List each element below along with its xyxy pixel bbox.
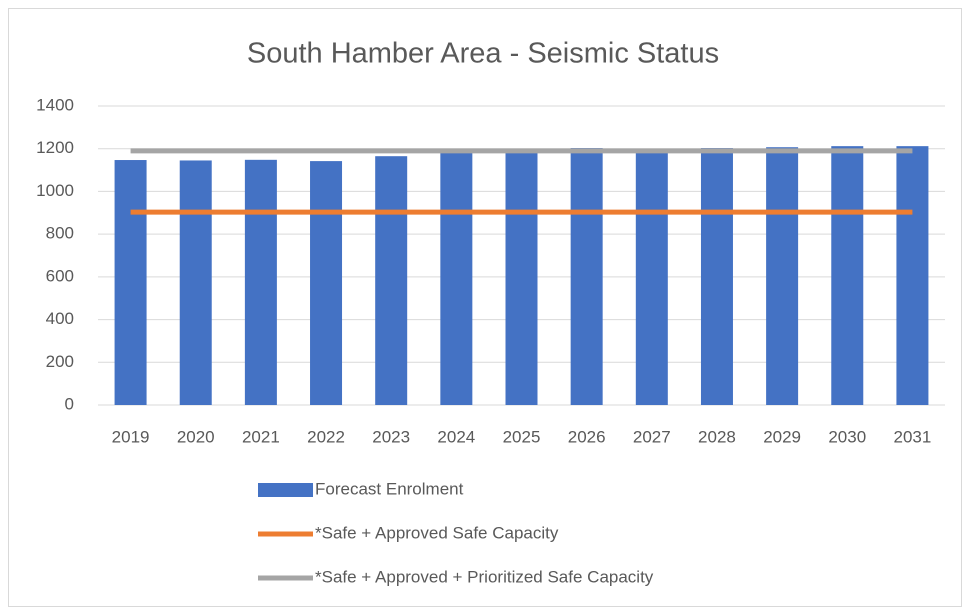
x-tick-label: 2026 <box>568 427 606 446</box>
bar <box>570 148 603 405</box>
bar <box>310 161 343 405</box>
bar <box>766 147 799 405</box>
bar <box>831 146 864 405</box>
bar <box>440 152 473 405</box>
y-tick-label: 1200 <box>36 138 74 157</box>
x-tick-label: 2030 <box>828 427 866 446</box>
x-tick-label: 2020 <box>177 427 215 446</box>
y-tick-label: 400 <box>46 309 74 328</box>
y-tick-label: 600 <box>46 266 74 285</box>
bar <box>179 160 212 405</box>
y-tick-label: 1400 <box>36 95 74 114</box>
y-tick-label: 1000 <box>36 181 74 200</box>
bar <box>896 146 929 405</box>
x-tick-label: 2019 <box>112 427 150 446</box>
x-tick-label: 2025 <box>503 427 541 446</box>
x-tick-label: 2027 <box>633 427 671 446</box>
legend-label: Forecast Enrolment <box>315 479 464 498</box>
bar <box>700 148 733 405</box>
y-tick-label: 0 <box>65 394 74 413</box>
y-tick-label: 200 <box>46 352 74 371</box>
x-tick-label: 2028 <box>698 427 736 446</box>
y-tick-label: 800 <box>46 224 74 243</box>
bar <box>635 151 668 405</box>
bar <box>244 159 277 405</box>
x-tick-label: 2029 <box>763 427 801 446</box>
chart-title: South Hamber Area - Seismic Status <box>247 38 719 70</box>
x-tick-label: 2021 <box>242 427 280 446</box>
bar <box>375 156 408 405</box>
x-tick-label: 2022 <box>307 427 345 446</box>
chart-border <box>8 8 962 607</box>
x-tick-label: 2024 <box>437 427 475 446</box>
bar <box>505 151 538 405</box>
legend-swatch <box>258 483 313 497</box>
legend-label: *Safe + Approved Safe Capacity <box>315 523 559 542</box>
legend-label: *Safe + Approved + Prioritized Safe Capa… <box>315 567 654 586</box>
x-tick-label: 2031 <box>894 427 932 446</box>
x-tick-label: 2023 <box>372 427 410 446</box>
bar <box>114 160 147 405</box>
